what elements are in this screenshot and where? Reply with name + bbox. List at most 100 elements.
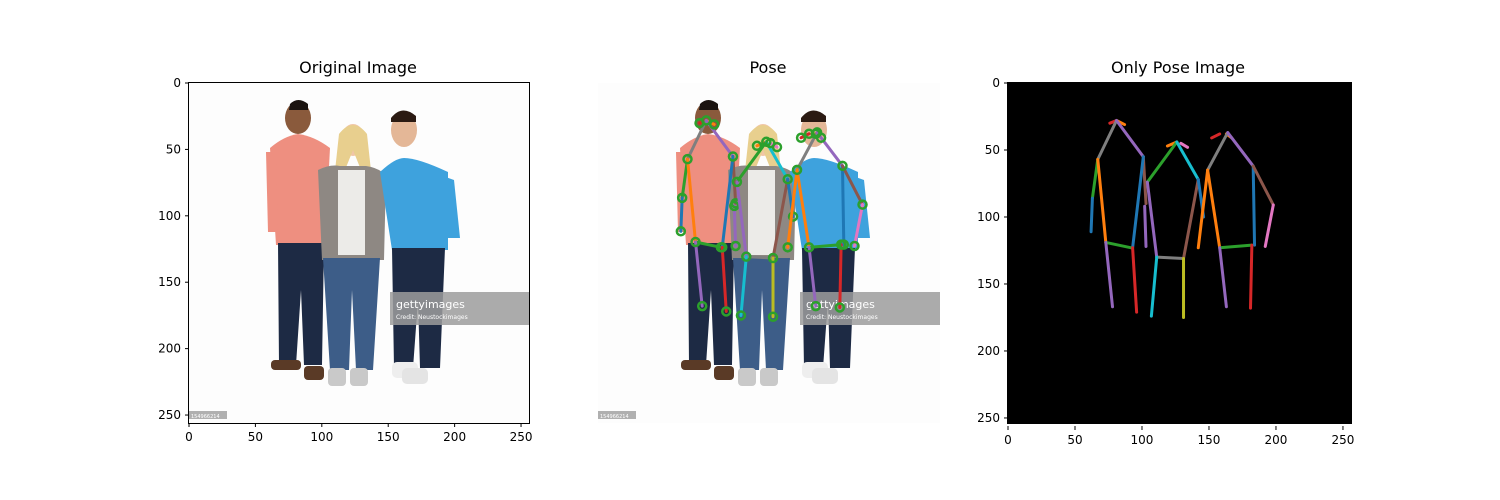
keypoint-left [675,226,687,237]
y-tick-label: 250 [977,411,1000,425]
x-tick-label: 200 [443,430,466,444]
keypoint-left [682,153,693,165]
panel-title-only-pose: Only Pose Image [1111,58,1245,77]
keypoint-middle [735,310,747,321]
image-id-label-pose: 154966214 [600,414,629,420]
keypoint-right [811,127,823,138]
keypoint-right [795,132,807,144]
keypoint-left [730,240,741,252]
panel-only-pose: Only Pose Image 0 50 100 150 200 250 0 50 100 150… [977,58,1354,447]
keypoint-right [803,242,815,253]
keypoint-left [696,300,708,312]
photo-pose: gettyimages Credit: Neustockimages 15496… [598,83,940,423]
limb-left [1089,196,1094,234]
watermark-brand: gettyimages [396,298,465,311]
pose-overlay [675,115,868,323]
y-tick-label: 100 [158,209,181,223]
x-tick-label: 50 [248,430,263,444]
limb-right [838,243,843,309]
x-tick-label: 100 [1131,433,1154,447]
limb-middle [739,255,748,317]
limb-right [1210,132,1222,140]
y-tick-label: 50 [985,143,1000,157]
limb-left [720,154,735,249]
y-tick-label: 0 [173,76,181,90]
y-tick-label: 100 [977,210,1000,224]
limb-left [1104,240,1133,250]
keypoint-left [690,236,701,248]
limb-left [1115,119,1145,159]
keypoint-middle [771,141,783,153]
limb-right [1206,168,1222,250]
y-tick-label: 0 [992,76,1000,90]
watermark-credit: Credit: Neustockimages [396,314,468,321]
keypoint-middle [767,252,779,264]
image-id-label: 154966214 [191,414,220,420]
keypoint-left [727,151,739,162]
y-tick-label: 150 [977,277,1000,291]
limb-middle [1182,177,1200,261]
y-tick-label: 250 [158,408,181,422]
limb-left [686,157,698,244]
limb-left [1090,157,1100,200]
limb-right [1249,243,1254,310]
limb-right [807,245,818,308]
limb-right [840,164,846,247]
panel-original: Original Image [158,58,532,444]
person-middle [318,124,386,386]
x-tick-label: 150 [377,430,400,444]
keypoint-middle [767,311,779,323]
limb-right [795,130,819,172]
limb-left [1096,157,1108,244]
panel-title-original: Original Image [299,58,417,77]
limb-right [1218,243,1254,250]
x-tick-label: 0 [1004,433,1012,447]
limb-right [1251,164,1275,207]
keypoint-right [782,242,793,253]
keypoint-middle [751,140,763,152]
keypoint-left [676,192,688,204]
limb-left [1096,119,1119,161]
x-tick-label: 0 [185,430,193,444]
limb-right [815,130,844,168]
limb-right [1263,203,1275,248]
ticks-original: 0 50 100 150 200 250 0 50 100 150 200 250 [158,76,532,444]
keypoint-middle [741,251,752,262]
limb-right [1218,246,1228,309]
keypoint-middle [731,176,743,188]
limb-middle [1145,180,1159,259]
keypoint-left [729,200,740,212]
limb-right [786,168,799,249]
limb-middle [1175,140,1200,181]
limb-right [1226,131,1255,168]
pose-canvas [1008,83,1351,423]
limb-left [1131,155,1145,250]
watermark: gettyimages Credit: Neustockimages [390,292,529,325]
keypoint-right [837,160,848,172]
limb-middle [1179,141,1190,149]
x-tick-label: 250 [1332,433,1355,447]
y-tick-label: 200 [158,342,181,356]
y-tick-label: 50 [166,142,181,156]
keypoint-left [721,306,732,317]
watermark-pose: gettyimages Credit: Neustockimages [800,292,940,325]
axes-frame-only-pose [1007,82,1352,424]
y-tick-label: 150 [158,275,181,289]
keypoint-left [700,115,712,126]
limb-right [1196,168,1210,250]
keypoint-right [834,302,846,313]
x-tick-label: 200 [1265,433,1288,447]
keypoint-right [791,164,803,176]
limb-right [853,203,865,248]
keypoint-right [849,240,860,252]
limb-middle [1149,255,1159,318]
keypoint-right [838,239,850,250]
limb-left [1104,240,1115,309]
limb-right [840,164,865,207]
keypoint-right [810,300,822,312]
x-tick-label: 150 [1198,433,1221,447]
limb-middle [1155,255,1186,261]
limb-left [1143,204,1148,248]
keypoint-left [708,119,720,130]
